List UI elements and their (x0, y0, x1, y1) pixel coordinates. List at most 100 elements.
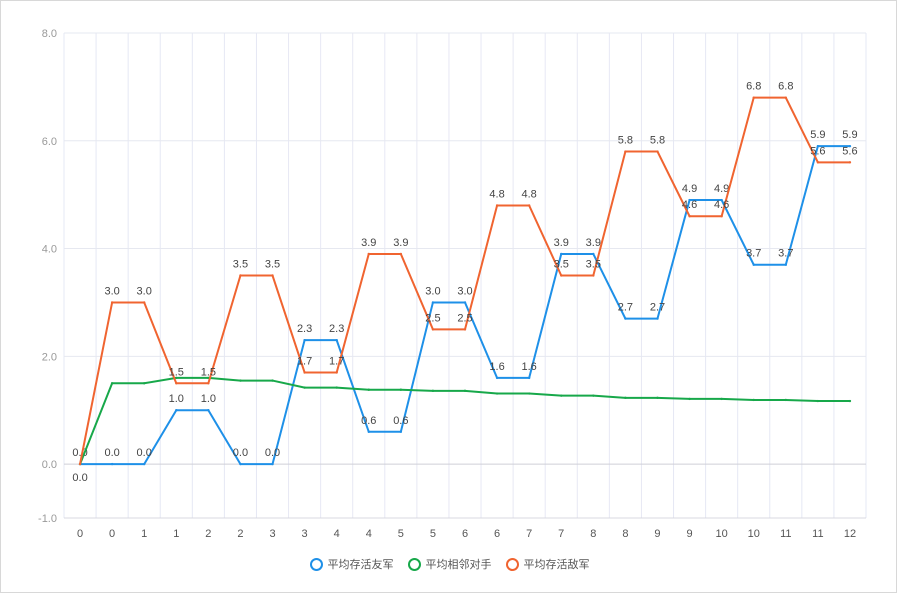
data-point (110, 382, 114, 385)
data-label: 3.5 (586, 259, 601, 271)
data-label: 5.8 (618, 135, 633, 147)
data-point (463, 301, 467, 304)
data-label: 5.8 (650, 135, 665, 147)
y-tick-label: -1.0 (38, 513, 57, 525)
data-point (560, 252, 563, 256)
data-label: 2.3 (329, 323, 344, 335)
legend-label: 平均存活友军 (327, 559, 394, 571)
legend-item[interactable]: 平均相邻对手 (407, 556, 492, 572)
legend-label: 平均存活敌军 (523, 559, 590, 571)
data-point (271, 379, 274, 382)
data-point (431, 328, 435, 331)
data-point (495, 376, 499, 380)
data-label: 5.9 (842, 129, 857, 141)
data-label: 3.5 (233, 259, 248, 271)
data-label: 3.5 (265, 259, 280, 271)
data-point (239, 379, 242, 382)
x-tick-label: 4 (366, 528, 372, 540)
x-tick-label: 4 (334, 528, 340, 540)
x-tick-label: 3 (269, 528, 275, 540)
data-label: 3.9 (554, 237, 569, 249)
data-point (720, 215, 723, 218)
data-point (367, 430, 370, 433)
x-tick-label: 2 (237, 528, 243, 540)
data-label: 1.7 (297, 356, 312, 368)
data-label: 0.0 (265, 447, 280, 459)
data-label: 4.6 (714, 199, 729, 211)
data-point (816, 161, 820, 164)
data-label: 1.0 (169, 393, 184, 405)
data-point (239, 462, 242, 466)
data-point (592, 394, 595, 397)
legend: 平均存活友军 平均相邻对手 平均存活敌军 (1, 556, 897, 572)
x-tick-label: 10 (748, 528, 760, 540)
data-point (688, 215, 691, 218)
data-label: 2.3 (297, 323, 312, 335)
data-label: 0.0 (72, 472, 87, 484)
data-point (560, 274, 563, 277)
data-label: 5.9 (810, 129, 825, 141)
legend-marker-icon (407, 557, 421, 571)
y-tick-label: 4.0 (42, 244, 57, 256)
data-point (207, 382, 210, 385)
data-label: 6.8 (778, 81, 793, 93)
data-point (656, 150, 659, 153)
x-tick-label: 9 (686, 528, 692, 540)
x-tick-label: 10 (716, 528, 728, 540)
y-tick-label: 6.0 (42, 136, 57, 148)
data-label: 6.8 (746, 81, 761, 93)
data-point (624, 396, 627, 400)
data-point (175, 409, 178, 412)
data-label: 0.0 (104, 447, 119, 459)
x-tick-label: 3 (302, 528, 308, 540)
data-point (688, 198, 691, 202)
data-point (592, 274, 595, 277)
y-tick-label: 8.0 (42, 28, 57, 40)
data-label: 0.0 (233, 447, 248, 459)
data-point (110, 462, 114, 466)
data-point (495, 392, 499, 395)
x-tick-label: 8 (622, 528, 628, 540)
data-label: 2.7 (618, 302, 633, 314)
data-point (848, 161, 852, 164)
data-point (175, 382, 178, 385)
data-point (848, 144, 852, 148)
data-label: 0.6 (393, 415, 408, 427)
data-point (784, 398, 787, 402)
legend-item[interactable]: 平均存活敌军 (505, 556, 590, 572)
data-point (688, 397, 691, 401)
x-tick-label: 0 (77, 528, 83, 540)
data-label: 3.0 (457, 285, 472, 297)
data-label: 4.8 (522, 188, 537, 200)
x-tick-label: 5 (398, 528, 404, 540)
data-point (752, 263, 755, 266)
data-point (335, 371, 338, 374)
data-point (720, 198, 723, 202)
data-label: 2.7 (650, 302, 665, 314)
data-label: 3.0 (104, 285, 119, 297)
data-point (399, 430, 403, 433)
data-point (335, 386, 338, 389)
data-point (367, 388, 370, 391)
x-tick-label: 9 (654, 528, 660, 540)
data-point (431, 389, 435, 393)
data-point (624, 150, 627, 153)
data-point (752, 96, 755, 99)
data-point (527, 376, 531, 380)
x-tick-label: 11 (812, 528, 823, 540)
data-point (303, 371, 306, 374)
x-tick-label: 7 (526, 528, 532, 540)
legend-item[interactable]: 平均存活友军 (309, 556, 394, 572)
y-tick-label: 0.0 (42, 459, 57, 471)
data-label: 1.0 (201, 393, 216, 405)
x-tick-label: 5 (430, 528, 436, 540)
x-tick-label: 11 (780, 528, 791, 540)
x-tick-label: 6 (462, 528, 468, 540)
data-point (431, 301, 435, 304)
legend-marker-icon (309, 557, 323, 571)
x-tick-label: 8 (590, 528, 596, 540)
x-tick-label: 6 (494, 528, 500, 540)
data-point (784, 263, 787, 266)
data-point (207, 409, 210, 412)
